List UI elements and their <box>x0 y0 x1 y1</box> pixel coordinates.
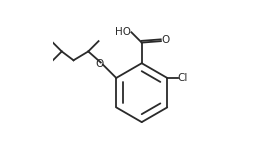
Text: HO: HO <box>115 27 131 37</box>
Text: O: O <box>96 59 104 69</box>
Text: O: O <box>162 35 170 45</box>
Text: Cl: Cl <box>178 73 188 83</box>
